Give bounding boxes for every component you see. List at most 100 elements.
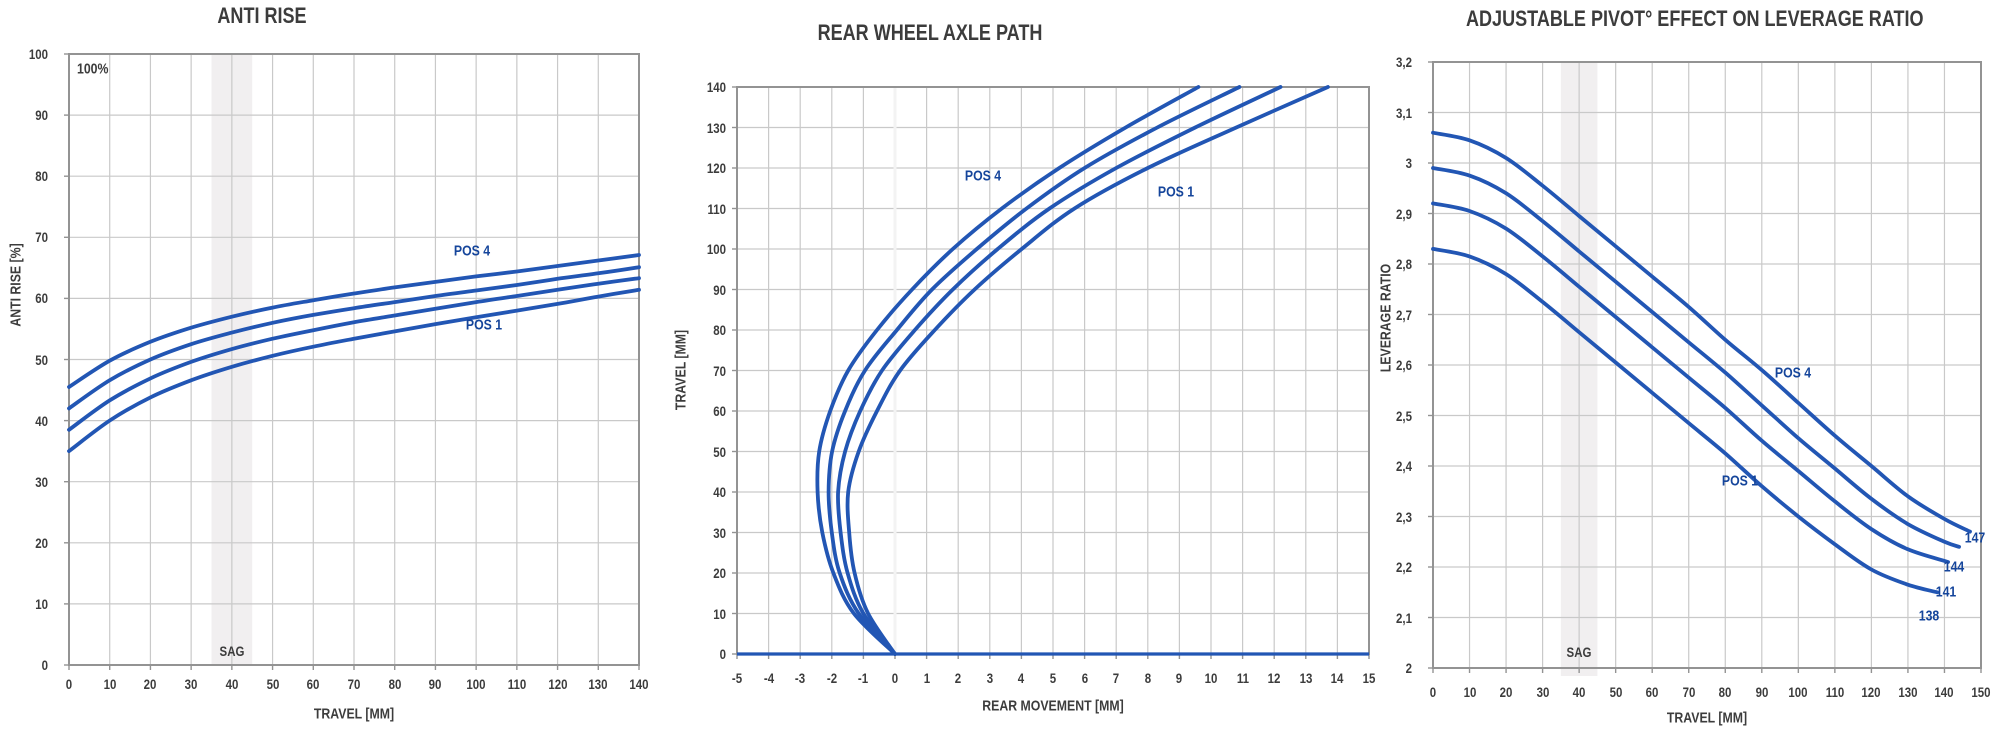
x-tick-label: 8 — [1144, 670, 1151, 686]
curve-pos-1 — [67, 287, 641, 453]
y-tick-label: 2,1 — [1396, 609, 1412, 626]
x-tick-label: 100 — [1788, 684, 1808, 700]
x-tick-label: 11 — [1236, 670, 1249, 686]
x-tick-label: 90 — [429, 676, 442, 692]
axle-path-x-axis-title: REAR MOVEMENT [MM] — [982, 697, 1124, 715]
x-tick-label: 30 — [184, 676, 198, 692]
y-tick-label: 130 — [706, 119, 726, 136]
x-tick-label: 60 — [306, 676, 320, 692]
x-tick-label: 120 — [1861, 684, 1881, 700]
curve-pos-2 — [67, 276, 641, 432]
series-label: POS 1 — [1721, 472, 1758, 490]
x-tick-label: 15 — [1362, 670, 1376, 686]
curve-pos-3 — [67, 265, 641, 411]
curve-pos-2 — [1431, 201, 1950, 564]
anti-rise-sag-label: SAG — [219, 643, 245, 659]
x-tick-label: 10 — [1204, 670, 1218, 686]
x-tick-label: 1 — [923, 670, 930, 686]
y-tick-label: 50 — [713, 443, 726, 460]
x-tick-label: -4 — [763, 670, 774, 686]
x-tick-label: 10 — [103, 676, 117, 692]
y-tick-label: 0 — [719, 646, 726, 662]
x-tick-label: 110 — [507, 676, 527, 692]
y-tick-label: 2,9 — [1396, 205, 1412, 222]
curve-pos-2 — [836, 85, 1283, 656]
y-tick-label: 2,7 — [1396, 306, 1412, 323]
y-tick-label: 30 — [713, 524, 726, 541]
x-tick-label: 10 — [1463, 684, 1476, 700]
x-tick-label: 120 — [547, 676, 568, 692]
y-tick-label: 10 — [713, 605, 726, 622]
y-tick-label: 2,5 — [1396, 407, 1412, 424]
y-tick-label: 2,6 — [1396, 357, 1412, 373]
x-tick-label: -1 — [858, 670, 869, 686]
y-tick-label: 30 — [35, 473, 48, 490]
x-tick-label: 80 — [388, 676, 402, 692]
y-tick-label: 100 — [28, 46, 48, 62]
y-tick-label: 20 — [713, 565, 726, 581]
y-tick-label: 60 — [713, 403, 726, 419]
y-tick-label: 3 — [1405, 155, 1412, 171]
x-tick-label: -2 — [826, 670, 837, 686]
x-tick-label: 140 — [1934, 684, 1955, 700]
curve-pos-4 — [67, 253, 641, 389]
y-tick-label: 100 — [706, 241, 726, 257]
anti-rise-x-axis-title: TRAVEL [MM] — [313, 705, 395, 723]
x-tick-label: 40 — [1572, 684, 1586, 700]
y-tick-label: 60 — [35, 290, 48, 307]
series-label: POS 4 — [453, 242, 491, 260]
chart-anti-rise-title: ANTI RISE — [217, 3, 307, 28]
curve-pos-4 — [815, 85, 1201, 656]
y-tick-label: 2 — [1405, 660, 1412, 676]
x-tick-label: 80 — [1718, 684, 1732, 700]
y-tick-label: 3,2 — [1396, 54, 1412, 70]
leverage-ratio-sag-label: SAG — [1566, 644, 1592, 660]
x-tick-label: 5 — [1049, 670, 1057, 686]
series-label: POS 1 — [1158, 183, 1195, 201]
x-tick-label: 12 — [1267, 670, 1281, 686]
y-tick-label: 70 — [713, 362, 726, 379]
x-tick-label: 3 — [986, 670, 993, 686]
x-tick-label: 2 — [954, 670, 962, 686]
series-label: POS 1 — [466, 316, 503, 334]
y-tick-label: 2,8 — [1396, 256, 1412, 272]
x-tick-label: 4 — [1018, 670, 1025, 686]
anti-rise-y-axis-title: ANTI RISE [%] — [7, 243, 25, 327]
leverage-ratio-x-axis-title: TRAVEL [MM] — [1666, 709, 1748, 727]
curve-end-label: 141 — [1935, 583, 1957, 601]
y-tick-label: 3,1 — [1396, 104, 1412, 121]
y-tick-label: 50 — [35, 351, 48, 368]
x-tick-label: 150 — [1971, 684, 1991, 700]
curve-end-label: 147 — [1964, 529, 1986, 547]
y-tick-label: 70 — [35, 229, 48, 246]
x-tick-label: 9 — [1176, 670, 1183, 686]
x-tick-label: 20 — [1499, 684, 1513, 700]
x-tick-label: 140 — [629, 676, 649, 692]
y-tick-label: 90 — [35, 107, 48, 124]
curve-pos-3 — [1431, 166, 1961, 549]
y-tick-label: 2,3 — [1396, 508, 1412, 525]
x-tick-label: 130 — [1898, 684, 1918, 700]
x-tick-label: 60 — [1645, 684, 1659, 700]
series-label: POS 4 — [1774, 364, 1811, 382]
x-tick-label: 90 — [1755, 684, 1769, 700]
chart-leverage-ratio-title: ADJUSTABLE PIVOT° EFFECT ON LEVERAGE RAT… — [1466, 6, 1924, 31]
x-tick-label: 40 — [225, 676, 239, 692]
x-tick-label: 7 — [1112, 670, 1120, 686]
series-label: POS 4 — [965, 167, 1002, 185]
y-tick-label: 0 — [41, 657, 48, 673]
y-tick-label: 40 — [35, 412, 48, 429]
y-tick-label: 140 — [706, 79, 726, 95]
x-tick-label: 70 — [1682, 684, 1696, 700]
x-tick-label: 13 — [1299, 670, 1313, 686]
x-tick-label: 0 — [65, 676, 73, 692]
y-tick-label: 40 — [713, 484, 726, 500]
x-tick-label: 110 — [1825, 684, 1845, 700]
x-tick-label: 130 — [588, 676, 608, 692]
curve-end-label: 138 — [1918, 607, 1940, 625]
y-tick-label: 2,2 — [1396, 559, 1412, 575]
anti-rise-100pct-annotation: 100% — [77, 60, 109, 78]
x-tick-label: -3 — [795, 670, 806, 686]
y-tick-label: 90 — [713, 281, 726, 298]
